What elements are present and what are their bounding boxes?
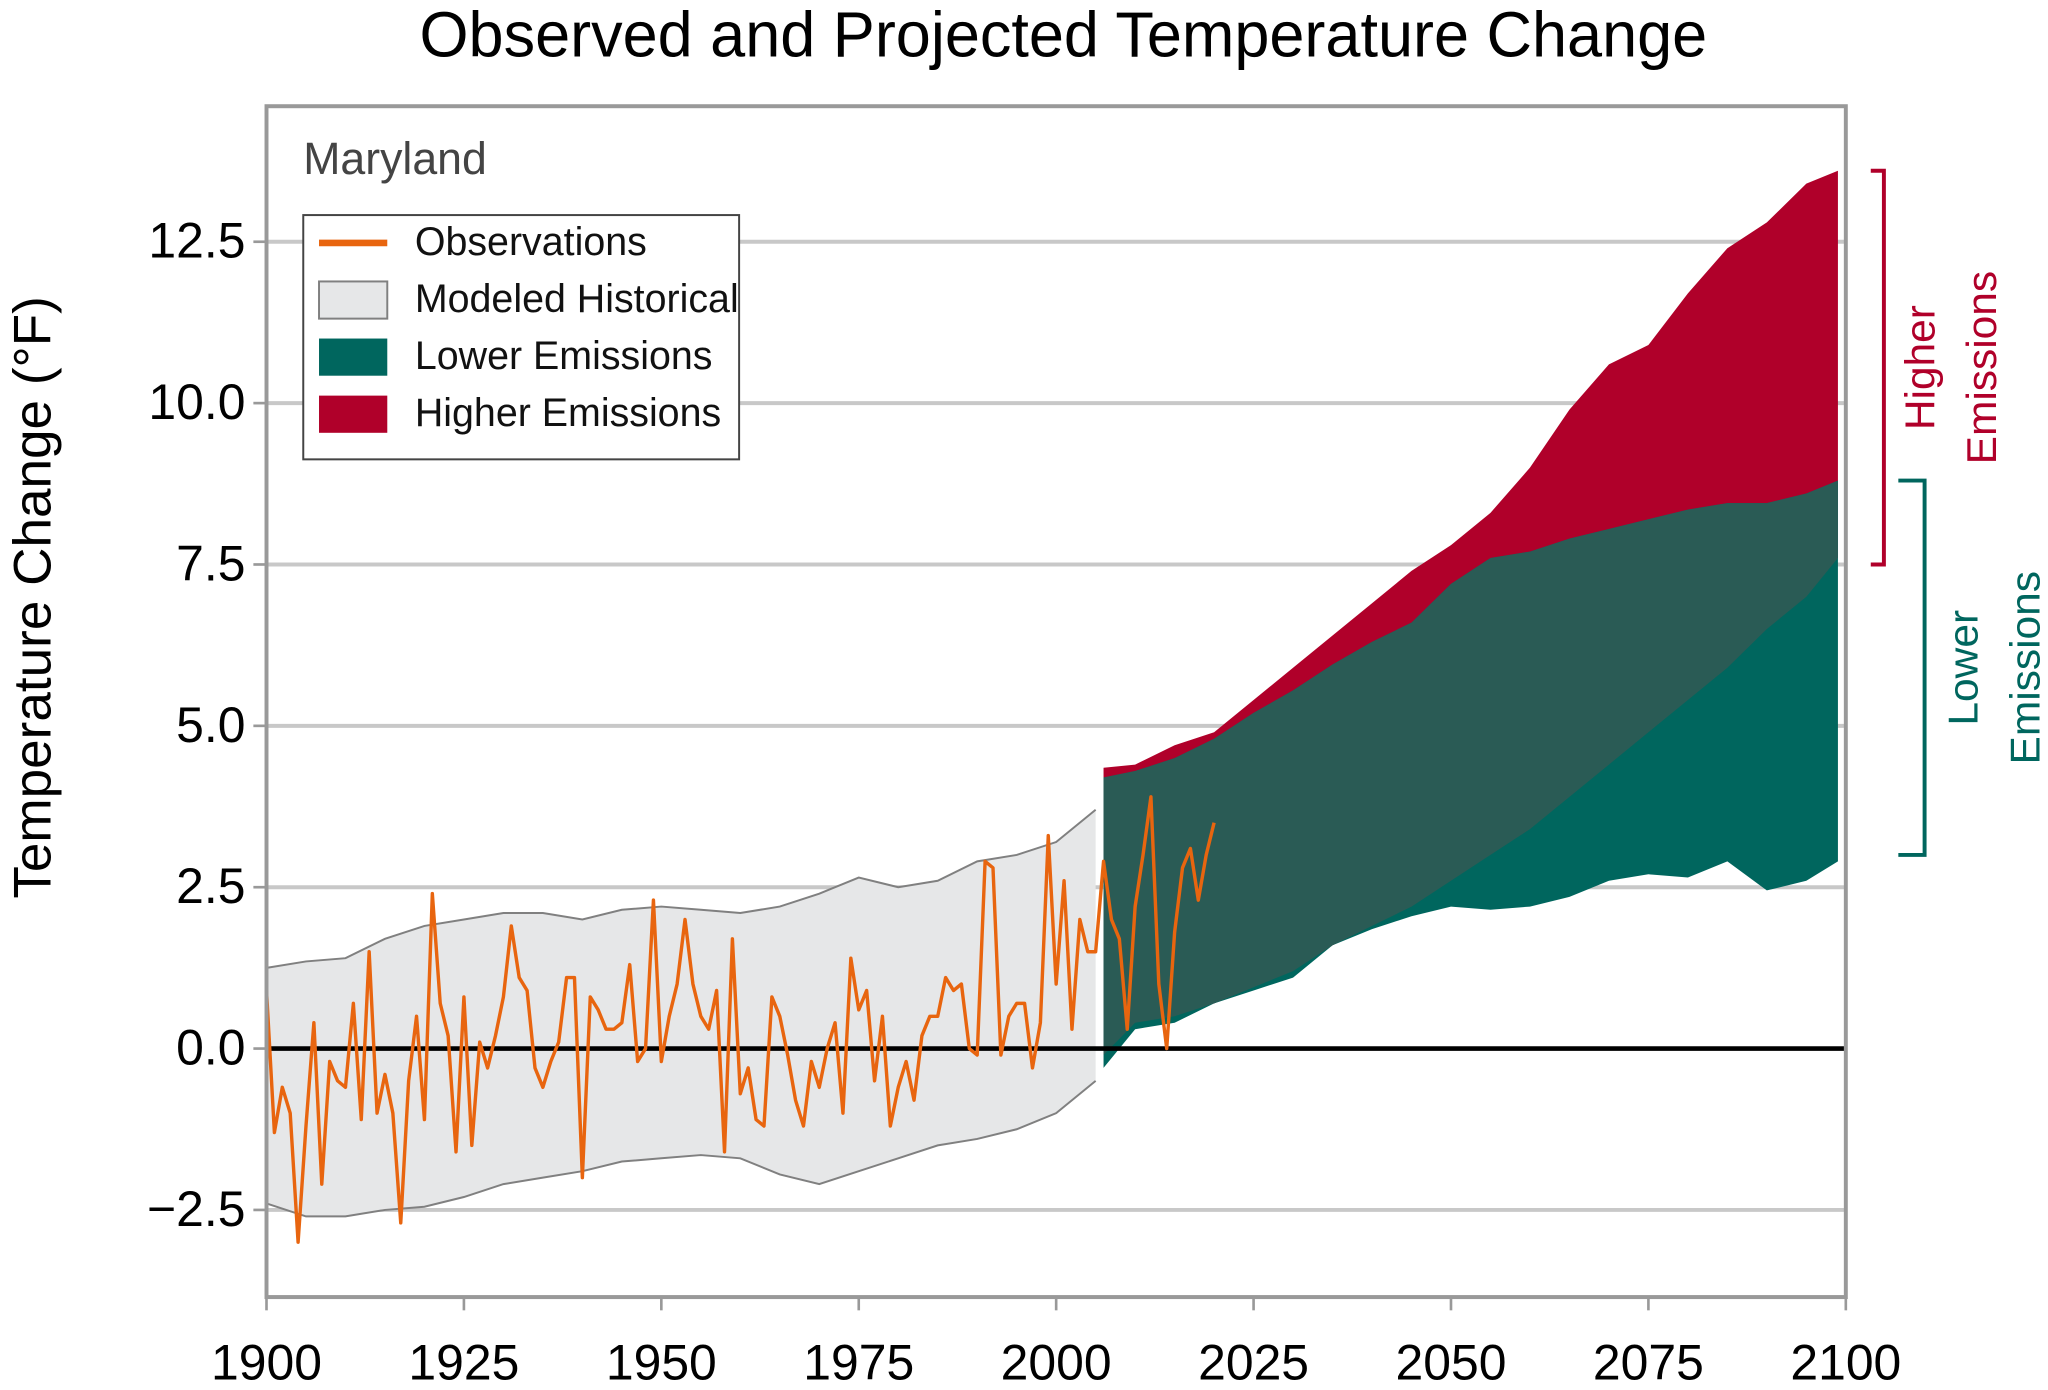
x-tick-label: 2075: [1593, 1334, 1704, 1390]
bracket: [1898, 478, 1927, 857]
x-tick-label: 1975: [803, 1334, 914, 1390]
bracket-label: Emissions: [1958, 271, 2005, 465]
bracket: [1870, 168, 1886, 567]
observation-line: [264, 795, 1216, 1244]
annotation: Maryland: [303, 133, 487, 184]
legend-swatch: [318, 280, 389, 320]
legend-label: Observations: [415, 220, 647, 264]
legend-label: Higher Emissions: [415, 391, 721, 435]
bracket-label: Lower: [1940, 610, 1987, 726]
x-tick-label: 2050: [1396, 1334, 1507, 1390]
plot-frame: [264, 104, 1848, 1300]
y-tick-label: 0.0: [176, 1019, 245, 1075]
bracket-label: Emissions: [2002, 571, 2048, 765]
band-lower-edge: [266, 1080, 1097, 1218]
legend-label: Modeled Historical: [415, 277, 739, 321]
x-tick-label: 2025: [1198, 1334, 1309, 1390]
y-tick-label: −2.5: [147, 1181, 245, 1237]
chart-title: Observed and Projected Temperature Chang…: [420, 0, 1708, 70]
x-tick-label: 1925: [408, 1334, 519, 1390]
y-axis-label: Temperature Change (°F): [4, 296, 63, 899]
x-tick-label: 1950: [606, 1334, 717, 1390]
y-tick-label: 10.0: [148, 374, 245, 430]
x-tick-label: 1900: [211, 1334, 322, 1390]
x-tick-label: 2100: [1790, 1334, 1901, 1390]
y-tick-label: 7.5: [176, 535, 245, 591]
legend-swatch: [319, 338, 388, 376]
y-tick-label: 5.0: [176, 697, 245, 753]
y-tick-label: 2.5: [176, 858, 245, 914]
x-tick-label: 2000: [1001, 1334, 1112, 1390]
overlap-area: [1103, 480, 1838, 1056]
band-area: [266, 809, 1096, 1217]
band-upper-edge: [266, 808, 1097, 969]
y-tick-label: 12.5: [148, 212, 245, 268]
legend-label: Lower Emissions: [415, 334, 713, 378]
legend-swatch: [319, 395, 388, 433]
bracket-label: Higher: [1897, 305, 1944, 430]
